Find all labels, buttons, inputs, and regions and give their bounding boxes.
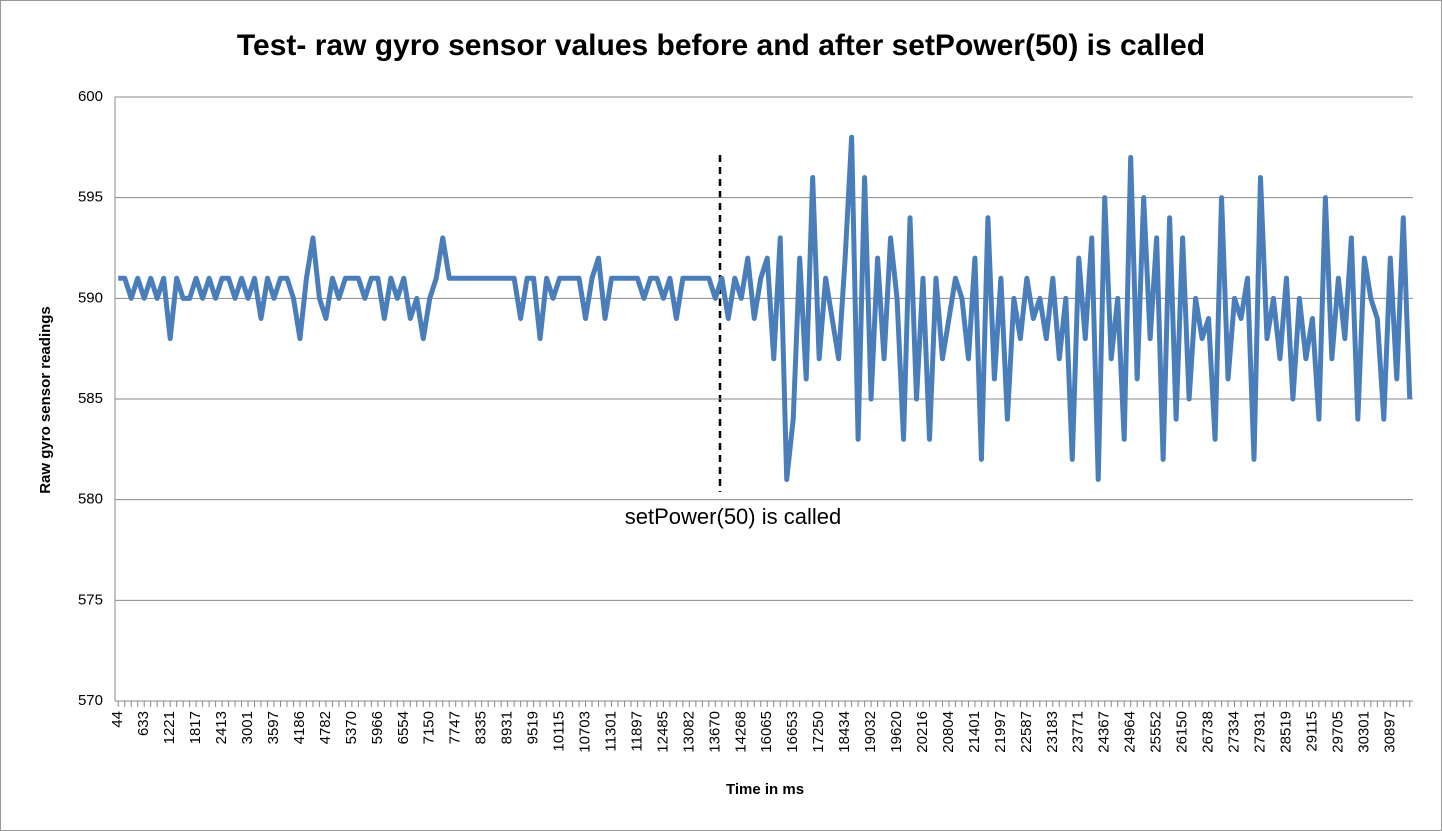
x-tick-label: 19032 — [862, 711, 879, 753]
x-tick-label: 18434 — [836, 711, 853, 753]
x-tick-label: 1221 — [161, 711, 178, 744]
x-tick-label: 44 — [109, 711, 126, 728]
x-tick-label: 12485 — [654, 711, 671, 753]
x-tick-label: 20804 — [940, 711, 957, 753]
x-tick-label: 4782 — [317, 711, 334, 744]
x-tick-label: 17250 — [810, 711, 827, 753]
x-tick-label: 26150 — [1174, 711, 1191, 753]
x-tick-label: 24367 — [1096, 711, 1113, 753]
y-tick-label: 580 — [78, 491, 103, 508]
x-tick-label: 7747 — [447, 711, 464, 744]
x-tick-label: 25552 — [1148, 711, 1165, 753]
x-tick-label: 2413 — [213, 711, 230, 744]
x-tick-label: 22587 — [1018, 711, 1035, 753]
x-tick-label: 11897 — [628, 711, 645, 752]
x-tick-label: 30897 — [1381, 711, 1398, 753]
x-tick-label: 28519 — [1277, 711, 1294, 753]
x-tick-label: 29705 — [1329, 711, 1346, 753]
x-tick-label: 9519 — [525, 711, 542, 744]
y-tick-label: 590 — [78, 289, 103, 306]
x-tick-label: 13082 — [680, 711, 697, 753]
data-line — [118, 134, 1413, 483]
x-tick-label: 20216 — [914, 711, 931, 753]
x-tick-label: 23771 — [1070, 711, 1087, 753]
x-tick-label: 8931 — [499, 711, 516, 744]
y-tick-label: 595 — [78, 189, 103, 206]
x-tick-label: 8335 — [473, 711, 490, 744]
x-tick-label: 7150 — [421, 711, 438, 744]
y-tick-label: 600 — [78, 88, 103, 105]
x-tick-label: 4186 — [291, 711, 308, 744]
x-tick-label: 30301 — [1355, 711, 1372, 753]
x-tick-label: 24964 — [1122, 711, 1139, 753]
x-tick-label: 16065 — [758, 711, 775, 753]
y-tick-label: 585 — [78, 390, 103, 407]
x-axis-label: Time in ms — [726, 781, 804, 798]
x-tick-label: 633 — [135, 711, 152, 736]
x-tick-label: 27931 — [1251, 711, 1268, 753]
x-tick-label: 14268 — [732, 711, 749, 753]
x-tick-label: 16653 — [784, 711, 801, 753]
x-tick-label: 21401 — [966, 711, 983, 753]
x-tick-label: 26738 — [1200, 711, 1217, 753]
x-tick-label: 19620 — [888, 711, 905, 753]
y-tick-label: 575 — [78, 591, 103, 608]
x-tick-label: 27334 — [1225, 711, 1242, 753]
x-tick-label: 3597 — [265, 711, 282, 744]
x-tick-label: 10115 — [551, 711, 568, 752]
chart-title: Test- raw gyro sensor values before and … — [237, 29, 1205, 62]
annotation: setPower(50) is called — [625, 504, 841, 529]
x-tick-label: 1817 — [187, 711, 204, 744]
x-tick-label: 5966 — [369, 711, 386, 744]
x-tick-label: 10703 — [576, 711, 593, 753]
x-tick-label: 6554 — [395, 711, 412, 744]
y-axis-label: Raw gyro sensor readings — [37, 306, 54, 494]
x-tick-label: 29115 — [1303, 711, 1320, 752]
y-tick-label: 570 — [78, 692, 103, 709]
x-tick-label: 3001 — [239, 711, 256, 744]
x-tick-label: 23183 — [1044, 711, 1061, 753]
x-tick-label: 11301 — [602, 711, 619, 752]
x-tick-label: 13670 — [706, 711, 723, 753]
x-tick-label: 5370 — [343, 711, 360, 744]
x-tick-label: 21997 — [992, 711, 1009, 753]
